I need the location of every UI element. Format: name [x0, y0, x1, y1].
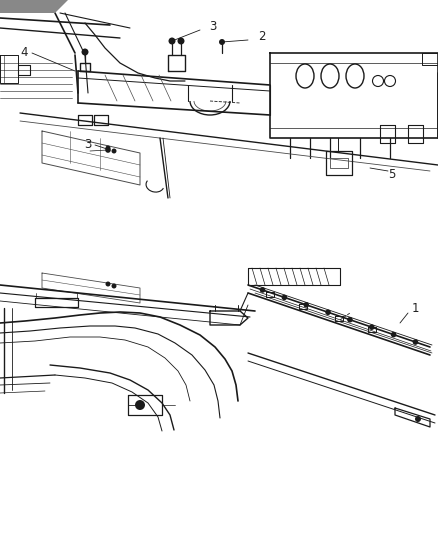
- Circle shape: [325, 310, 331, 315]
- Circle shape: [81, 49, 88, 55]
- Circle shape: [369, 325, 374, 330]
- Circle shape: [112, 284, 117, 288]
- Circle shape: [282, 295, 287, 300]
- Circle shape: [169, 37, 176, 44]
- Polygon shape: [0, 0, 68, 13]
- Circle shape: [177, 37, 184, 44]
- Text: 3: 3: [209, 20, 217, 33]
- Circle shape: [260, 287, 265, 293]
- Circle shape: [106, 281, 110, 287]
- Ellipse shape: [321, 64, 339, 88]
- Circle shape: [347, 317, 353, 322]
- Circle shape: [391, 332, 396, 337]
- Circle shape: [135, 400, 145, 410]
- Text: 5: 5: [389, 168, 396, 182]
- Circle shape: [112, 149, 117, 154]
- Text: 1: 1: [411, 302, 419, 314]
- Circle shape: [413, 339, 418, 345]
- Text: 4: 4: [20, 46, 28, 60]
- Text: 2: 2: [258, 29, 266, 43]
- Circle shape: [415, 416, 421, 422]
- Ellipse shape: [296, 64, 314, 88]
- Circle shape: [219, 39, 225, 45]
- Ellipse shape: [346, 64, 364, 88]
- Circle shape: [106, 146, 110, 150]
- Circle shape: [105, 147, 111, 153]
- Circle shape: [304, 302, 309, 308]
- Text: 3: 3: [84, 139, 92, 151]
